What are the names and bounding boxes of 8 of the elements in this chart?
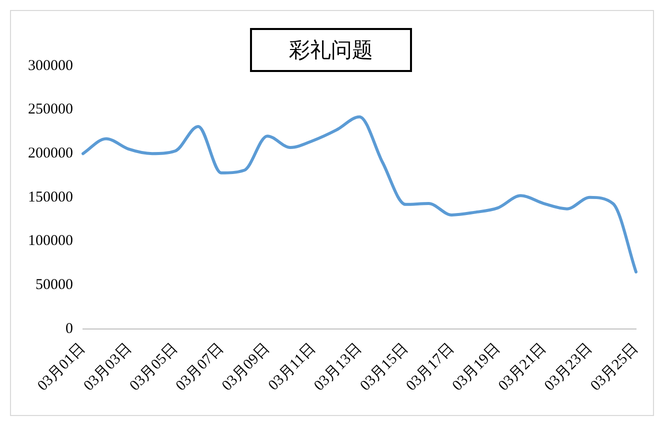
y-tick-label: 200000	[28, 146, 73, 162]
line-series	[82, 115, 638, 274]
y-tick-label: 100000	[28, 233, 73, 250]
y-tick-label: 0	[66, 320, 73, 337]
y-tick-label: 300000	[28, 58, 73, 74]
y-tick-label: 250000	[28, 102, 73, 118]
y-tick-label: 50000	[36, 276, 73, 293]
y-tick-label: 150000	[28, 189, 73, 206]
